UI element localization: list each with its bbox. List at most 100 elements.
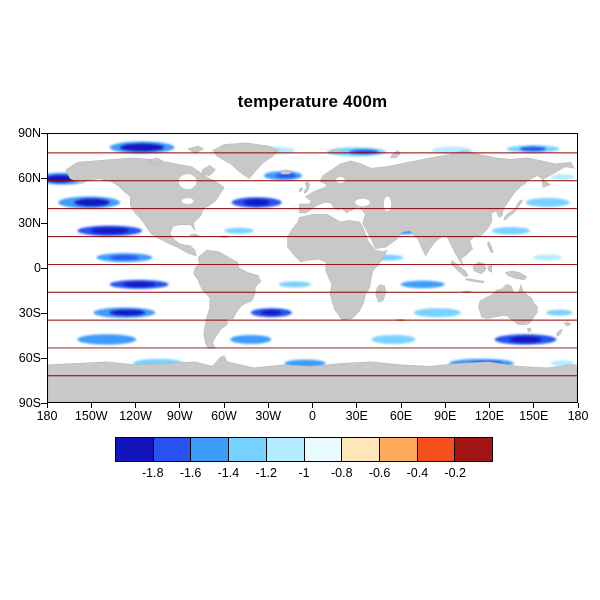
anomaly-patch — [550, 174, 575, 181]
landmass — [303, 181, 310, 194]
landmass — [375, 284, 387, 303]
anomaly-patch — [371, 335, 416, 344]
colorbar-box — [454, 438, 493, 461]
anomaly-patch — [519, 146, 547, 152]
x-tick-mark — [46, 403, 48, 408]
x-tick-mark — [90, 403, 92, 408]
x-tick-mark — [223, 403, 225, 408]
colorbar-tick-label: -1.2 — [255, 466, 277, 480]
landmass — [472, 261, 487, 275]
anomaly-patch — [109, 309, 145, 316]
anomaly-patch — [509, 336, 542, 343]
landmass — [202, 165, 216, 176]
y-tick-mark — [41, 133, 47, 134]
x-tick-mark — [533, 403, 535, 408]
x-tick-mark — [489, 403, 490, 408]
x-tick-label: 150E — [519, 409, 549, 423]
y-tick-mark — [41, 403, 47, 404]
colorbar-labels: -1.8 -1.6 -1.4 -1.2 -1 -0.8 -0.6 -0.4 -0.2 — [115, 466, 493, 482]
colorbar-box — [116, 438, 153, 461]
landmass — [147, 157, 163, 166]
anomaly-patch — [224, 227, 254, 234]
anomaly-patch — [243, 199, 270, 206]
y-tick-mark — [41, 313, 47, 314]
colorbar-tick-label: -0.6 — [368, 466, 391, 480]
x-tick-mark — [179, 403, 181, 408]
y-tick-label: 60N — [18, 171, 41, 185]
colorbar-box — [378, 438, 417, 461]
y-tick-mark — [41, 268, 47, 269]
y-tick-label: 90N — [18, 126, 41, 140]
y-tick-label: 0 — [34, 261, 41, 275]
x-tick-label: 150W — [74, 409, 108, 423]
x-tick-label: 30E — [345, 409, 368, 423]
colorbar-box — [265, 438, 304, 461]
colorbar-box — [228, 438, 266, 461]
anomaly-patch — [74, 198, 110, 207]
contour-lines — [48, 152, 577, 377]
x-tick-mark — [267, 403, 269, 408]
map-svg — [48, 134, 577, 402]
landmass — [487, 240, 494, 254]
x-axis: 180 150W 120W 90W 60W 30W 0 30E 60E 90E 120E 150E 18… — [37, 408, 589, 424]
x-tick-mark — [312, 403, 313, 408]
anomaly-patch — [77, 334, 137, 345]
x-tick-mark — [135, 403, 136, 408]
anomaly-patch — [275, 173, 297, 178]
colorbar-boxes — [115, 437, 493, 462]
anomaly-patch — [532, 254, 563, 261]
anomaly-patch — [400, 280, 445, 289]
landmass — [487, 264, 492, 273]
inland-sea — [355, 198, 370, 207]
y-tick-label: 60S — [18, 351, 41, 365]
anomaly-patch — [261, 310, 282, 315]
anomaly-patch — [109, 255, 140, 260]
y-axis: 90N 60N 30N 0 30S 60S 90S — [0, 126, 41, 410]
y-tick-label: 90S — [18, 396, 41, 410]
colorbar-box — [341, 438, 379, 461]
y-tick-mark — [41, 223, 47, 224]
landmass — [478, 283, 538, 325]
x-tick-label: 120E — [474, 409, 505, 423]
landmass — [299, 187, 303, 193]
y-tick-mark — [41, 358, 47, 359]
anomaly-patch — [120, 143, 165, 152]
colorbar-box — [190, 438, 229, 461]
y-tick-label: 30N — [18, 216, 41, 230]
anomaly-patch — [122, 282, 156, 287]
colorbar-tick-label: -1.6 — [179, 466, 202, 480]
x-tick-label: 90W — [166, 409, 193, 423]
x-tick-label: 180 — [567, 409, 589, 423]
x-tick-label: 120W — [119, 409, 152, 423]
y-tick-mark — [41, 178, 47, 179]
anomaly-patch — [525, 198, 570, 207]
landmass — [187, 145, 205, 154]
anomaly-patch — [550, 360, 575, 367]
x-tick-label: 60E — [389, 409, 413, 423]
landmass — [331, 148, 341, 154]
landmass — [464, 278, 485, 284]
landmass — [563, 321, 572, 327]
anomaly-patch — [413, 308, 461, 318]
x-tick-label: 90E — [434, 409, 457, 423]
landmass — [526, 327, 532, 333]
landmass — [504, 270, 528, 281]
x-tick-label: 60W — [211, 409, 237, 423]
anomaly-patch — [546, 309, 573, 316]
y-tick-label: 30S — [18, 306, 41, 320]
colorbar — [115, 437, 493, 462]
x-tick-mark — [356, 403, 358, 408]
x-tick-label: 180 — [36, 409, 58, 423]
landmass — [279, 169, 293, 175]
colorbar-box — [416, 438, 455, 461]
x-tick-label: 30W — [255, 409, 282, 423]
inland-sea — [178, 174, 197, 190]
anomaly-patch — [284, 359, 326, 368]
landmass — [48, 355, 577, 402]
landmass — [556, 328, 563, 337]
inland-sea — [336, 177, 345, 184]
colorbar-box — [152, 438, 191, 461]
colorbar-tick-label: -1 — [298, 466, 310, 480]
landmass — [503, 199, 523, 221]
